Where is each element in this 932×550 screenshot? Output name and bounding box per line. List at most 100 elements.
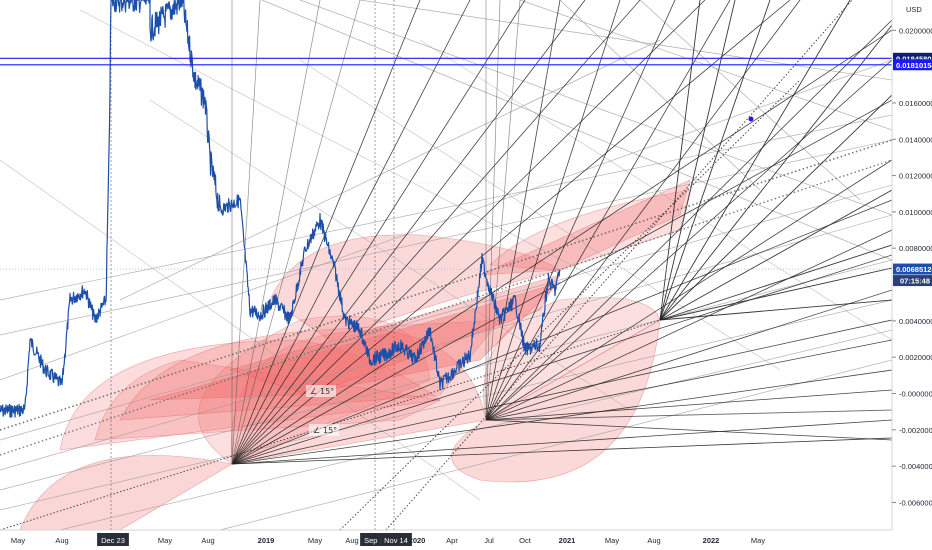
fan-line [485, 0, 621, 421]
fan-line [659, 189, 893, 321]
time-tick-label: Aug [647, 536, 660, 545]
fan-line [231, 0, 321, 465]
price-axis-panel[interactable] [892, 0, 932, 550]
price-tick-label: -0.00600000 [899, 498, 932, 507]
time-tick-label: Aug [345, 536, 358, 545]
grid-ascending [0, 184, 893, 441]
fan-line [485, 19, 893, 421]
fan-line [231, 0, 641, 465]
time-tick-label: Aug [201, 536, 214, 545]
price-tick-label: 0.01000000 [899, 208, 932, 217]
grid-ascending [59, 329, 893, 531]
grid-diagonal [419, 39, 893, 341]
fan-line [659, 0, 771, 321]
time-tick-label: May [11, 536, 25, 545]
time-tick-label: May [158, 536, 172, 545]
fan-line [231, 0, 586, 465]
grid-ascending [219, 359, 893, 531]
dotted-channel-line [339, 79, 801, 531]
fan-line [485, 59, 893, 421]
time-tick-label: 2019 [258, 536, 275, 545]
fan-line [231, 369, 893, 465]
time-tick-label: Dec 23 [101, 536, 125, 545]
fan-line [485, 289, 893, 421]
price-series-layer [0, 0, 561, 418]
price-tick-label: 0.00200000 [899, 353, 932, 362]
time-tick-label: Oct [519, 536, 532, 545]
grid-ascending [0, 114, 893, 301]
fan-line [659, 0, 851, 321]
price-tick-label: 0.01600000 [899, 99, 932, 108]
time-tick-label: May [751, 536, 765, 545]
angle-label-2: ∠ 15° [309, 424, 339, 436]
angle-text-2: 15° [323, 426, 337, 435]
price-tick-label: -0.00000000 [899, 390, 932, 399]
price-badge-bg [893, 52, 932, 64]
fan-line [485, 0, 801, 421]
grid-diagonal [359, 0, 893, 81]
price-axis-ticks: 0.024000000.022000000.020000000.01600000… [892, 26, 932, 507]
price-tick-label: 0.00400000 [899, 317, 932, 326]
price-tick-label: 0.01200000 [899, 172, 932, 181]
fan-line [231, 29, 893, 465]
fan-line [659, 0, 701, 321]
price-line [0, 0, 561, 418]
fan-line [485, 0, 501, 421]
arc-fill [451, 319, 661, 483]
fan-line [485, 339, 893, 421]
fan-line [485, 419, 893, 441]
fan-line [485, 0, 561, 421]
fan-line [231, 419, 893, 465]
fan-line [231, 199, 893, 465]
arc-fill [94, 359, 441, 441]
grid-ascending [0, 59, 893, 381]
countdown-bg [893, 275, 932, 287]
time-tick-label: Nov 14 [384, 536, 408, 545]
fan-line [231, 0, 471, 465]
angle-text-1: 15° [320, 387, 334, 396]
angle-icon: ∠ [313, 426, 320, 435]
fan-line [231, 0, 421, 465]
horizontal-lines-layer [0, 57, 892, 270]
fan-line [485, 389, 893, 421]
fan-line [659, 94, 893, 321]
grid-diagonal [299, 59, 781, 371]
price-tick-label: 0.01400000 [899, 135, 932, 144]
arc-fill [19, 455, 233, 531]
time-tick-label: Aug [55, 536, 68, 545]
fan-line [231, 0, 261, 465]
grid-ascending [0, 214, 893, 471]
dotted-channel-line [385, 0, 853, 531]
angle-icon: ∠ [310, 387, 317, 396]
time-tick-label: Sep 26 [364, 536, 388, 545]
last-price-label: 0.00685128 [896, 265, 932, 274]
time-axis-panel[interactable] [0, 530, 892, 550]
fan-line [659, 299, 893, 321]
last-price-badge-bg [893, 263, 932, 275]
price-badge-label: 0.01810154 [896, 61, 932, 70]
fan-line [485, 0, 521, 421]
time-tick-label: May [605, 536, 619, 545]
time-tick-label: May [308, 536, 322, 545]
fan-line [659, 0, 736, 321]
time-tick-label: Apr [446, 536, 458, 545]
fan-line [231, 99, 893, 465]
currency-label: USD [906, 5, 922, 14]
price-tick-label: -0.00400000 [899, 462, 932, 471]
time-tick-label: Jul [484, 536, 494, 545]
time-highlight-bg [380, 533, 412, 546]
dotted-channel-line [0, 139, 893, 431]
grid-ascending [0, 299, 893, 511]
price-tick-label: 0.02000000 [899, 26, 932, 35]
angle-label-1: ∠ 15° [306, 385, 336, 397]
fan-line [659, 267, 893, 321]
price-badge-label: 0.01845803 [896, 54, 932, 63]
grid-diagonal [261, 0, 893, 261]
grid-diagonal [79, 9, 601, 281]
fan-line [485, 229, 893, 421]
fan-line [485, 409, 893, 421]
fan-line [231, 0, 526, 465]
